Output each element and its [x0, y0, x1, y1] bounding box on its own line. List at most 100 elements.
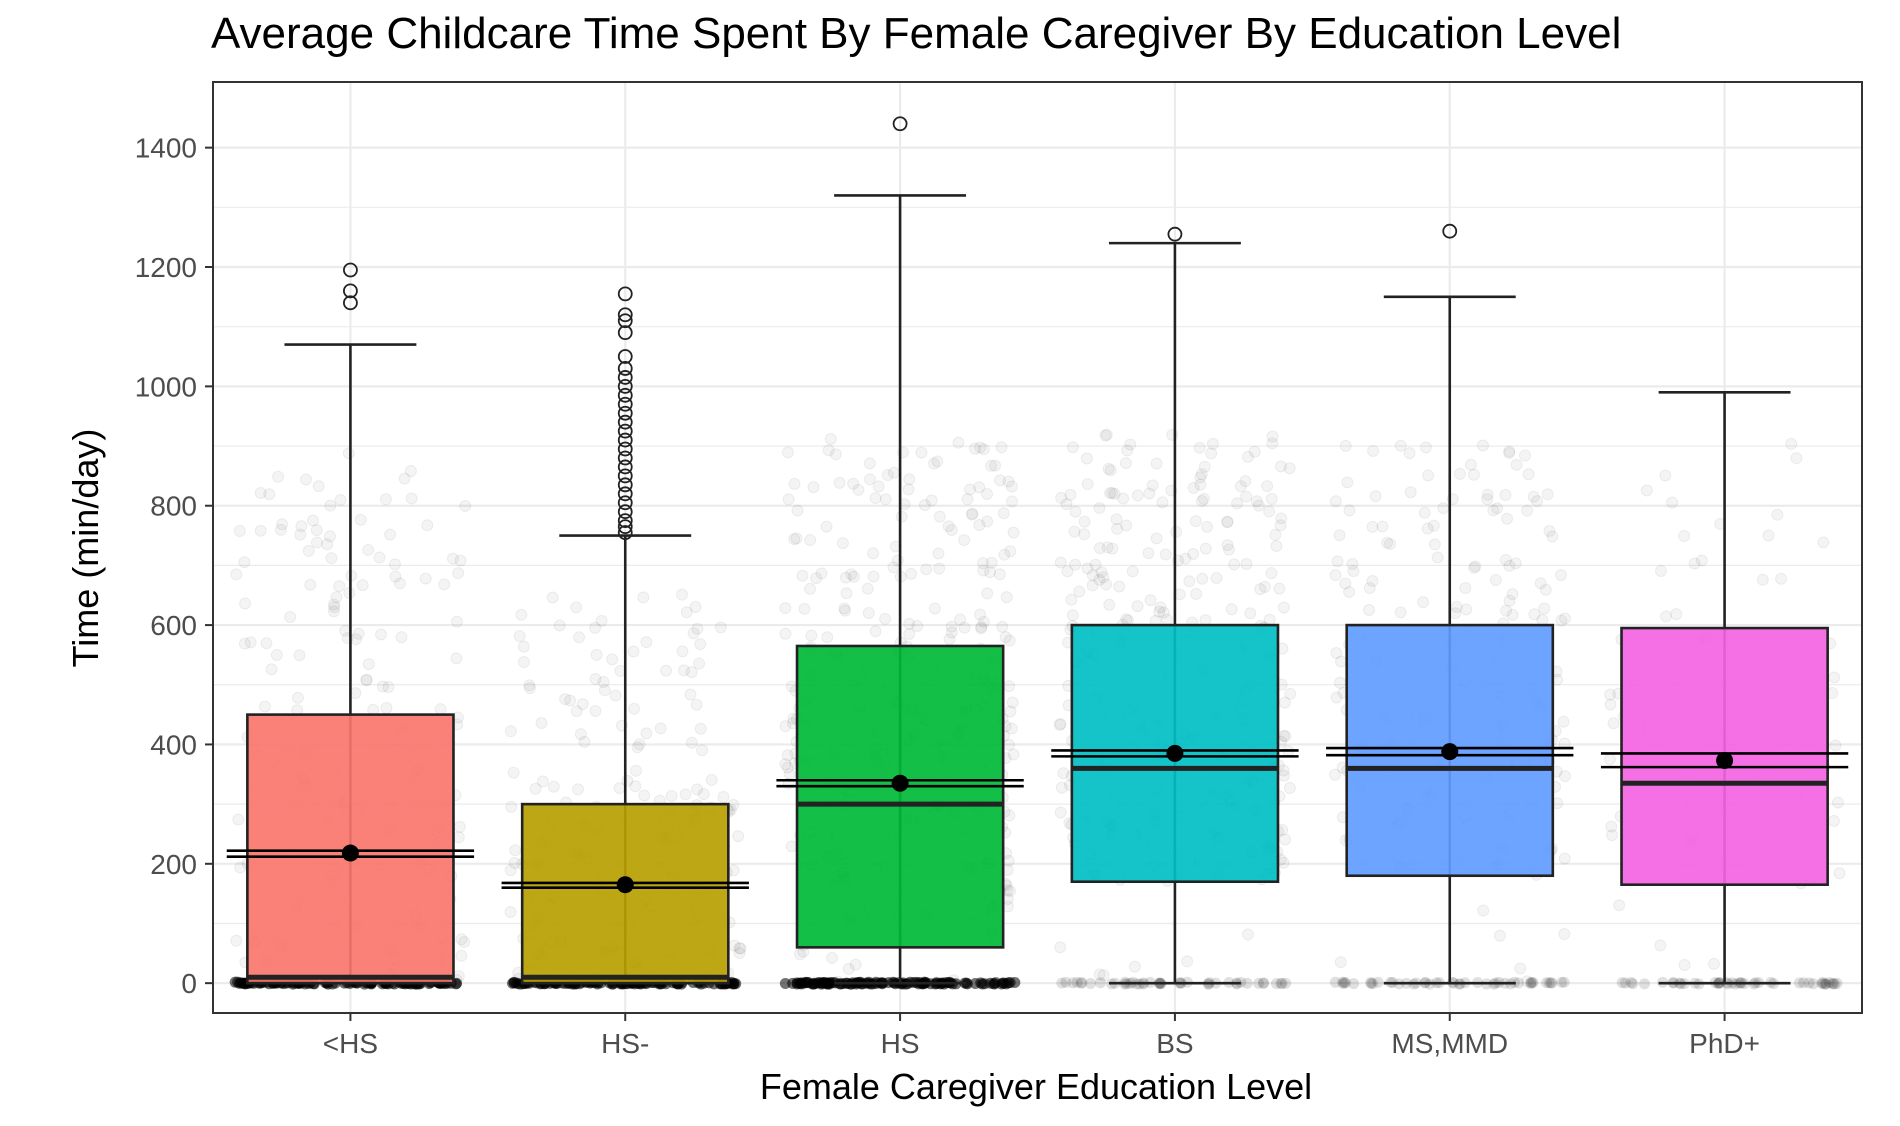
jitter-point — [965, 508, 978, 521]
jitter-point — [1283, 781, 1296, 794]
jitter-point — [1195, 468, 1208, 481]
jitter-point — [705, 773, 718, 786]
jitter-point — [829, 448, 842, 461]
jitter-point — [790, 532, 803, 545]
jitter-point — [911, 620, 924, 633]
jitter-point — [1248, 445, 1261, 458]
jitter-point — [1339, 577, 1352, 590]
jitter-point — [509, 844, 522, 857]
jitter-point — [536, 775, 549, 788]
jitter-point — [352, 627, 365, 640]
jitter-point — [694, 638, 707, 651]
jitter-point — [1146, 479, 1159, 492]
outlier-point — [617, 286, 633, 302]
jitter-point — [996, 620, 1009, 633]
jitter-point — [1464, 458, 1477, 471]
jitter-point — [1279, 730, 1292, 743]
jitter-point — [1607, 717, 1620, 730]
jitter-point — [1330, 691, 1343, 704]
jitter-point — [925, 494, 938, 507]
zero-point — [1009, 977, 1021, 989]
jitter-point — [1468, 561, 1481, 574]
jitter-point — [1613, 899, 1626, 912]
jitter-point — [304, 578, 317, 591]
jitter-point — [1531, 495, 1544, 508]
outlier-point — [617, 349, 633, 364]
jitter-point — [621, 774, 634, 787]
jitter-point — [676, 645, 689, 658]
jitter-point — [328, 601, 341, 614]
jitter-point — [294, 528, 307, 541]
jitter-point — [932, 547, 945, 560]
jitter-point — [1367, 444, 1380, 457]
jitter-point — [1128, 960, 1141, 973]
jitter-point — [574, 728, 587, 741]
jitter-point — [1503, 559, 1516, 572]
jitter-point — [975, 620, 988, 633]
jitter-point — [523, 679, 536, 692]
jitter-point — [839, 604, 852, 617]
jitter-point — [1194, 478, 1207, 491]
jitter-point — [847, 570, 860, 583]
jitter-point — [504, 725, 517, 738]
jitter-point — [1604, 688, 1617, 701]
y-tick-label: 1400 — [135, 133, 197, 164]
plot-area — [212, 81, 1863, 1014]
jitter-point — [891, 554, 904, 567]
x-tick-label: <HS — [323, 1028, 378, 1059]
jitter-point — [350, 633, 363, 646]
jitter-point — [238, 556, 251, 569]
outlier-point — [617, 450, 633, 466]
jitter-point — [450, 652, 463, 665]
jitter-point — [660, 664, 673, 677]
jitter-point — [838, 602, 851, 615]
zero-point — [1829, 978, 1841, 990]
jitter-point — [1126, 565, 1139, 578]
jitter-point — [434, 703, 447, 716]
jitter-point — [627, 645, 640, 658]
jitter-point — [1343, 504, 1356, 517]
jitter-point — [1453, 467, 1466, 480]
jitter-point — [1394, 439, 1407, 452]
jitter-point — [1263, 613, 1276, 626]
outlier-point — [617, 378, 633, 394]
jitter-point — [1064, 488, 1077, 501]
jitter-point — [1557, 715, 1570, 728]
jitter-point — [1187, 482, 1200, 495]
jitter-point — [1124, 438, 1137, 451]
jitter-point — [1284, 687, 1297, 700]
jitter-point — [1678, 530, 1691, 543]
jitter-point — [1240, 490, 1253, 503]
jitter-point — [805, 629, 818, 642]
outlier-point — [617, 468, 633, 484]
jitter-point — [691, 622, 704, 635]
jitter-point — [438, 578, 451, 591]
x-tick-label: HS — [881, 1028, 920, 1059]
jitter-point — [1509, 557, 1522, 570]
zero-point — [1280, 977, 1292, 989]
jitter-point — [1506, 588, 1519, 601]
jitter-point — [1522, 468, 1535, 481]
zero-point — [1329, 976, 1341, 988]
jitter-point — [1775, 572, 1788, 585]
jitter-point — [1003, 809, 1016, 822]
jitter-point — [1187, 547, 1200, 560]
jitter-point — [1422, 469, 1435, 482]
jitter-point — [1417, 596, 1430, 609]
jitter-point — [507, 766, 520, 779]
jitter-point — [1266, 437, 1279, 450]
jitter-point — [553, 619, 566, 632]
jitter-point — [1427, 519, 1440, 532]
outlier-point — [617, 525, 633, 540]
jitter-point — [685, 736, 698, 749]
zero-point — [1793, 977, 1805, 989]
jitter-point — [807, 481, 820, 494]
jitter-point — [1159, 548, 1172, 561]
jitter-point — [1054, 717, 1067, 730]
jitter-point — [852, 483, 865, 496]
jitter-point — [1828, 671, 1841, 684]
x-tick-label: PhD+ — [1689, 1028, 1760, 1059]
zero-point — [1540, 977, 1552, 989]
zero-point — [1253, 977, 1265, 989]
jitter-point — [570, 705, 583, 718]
